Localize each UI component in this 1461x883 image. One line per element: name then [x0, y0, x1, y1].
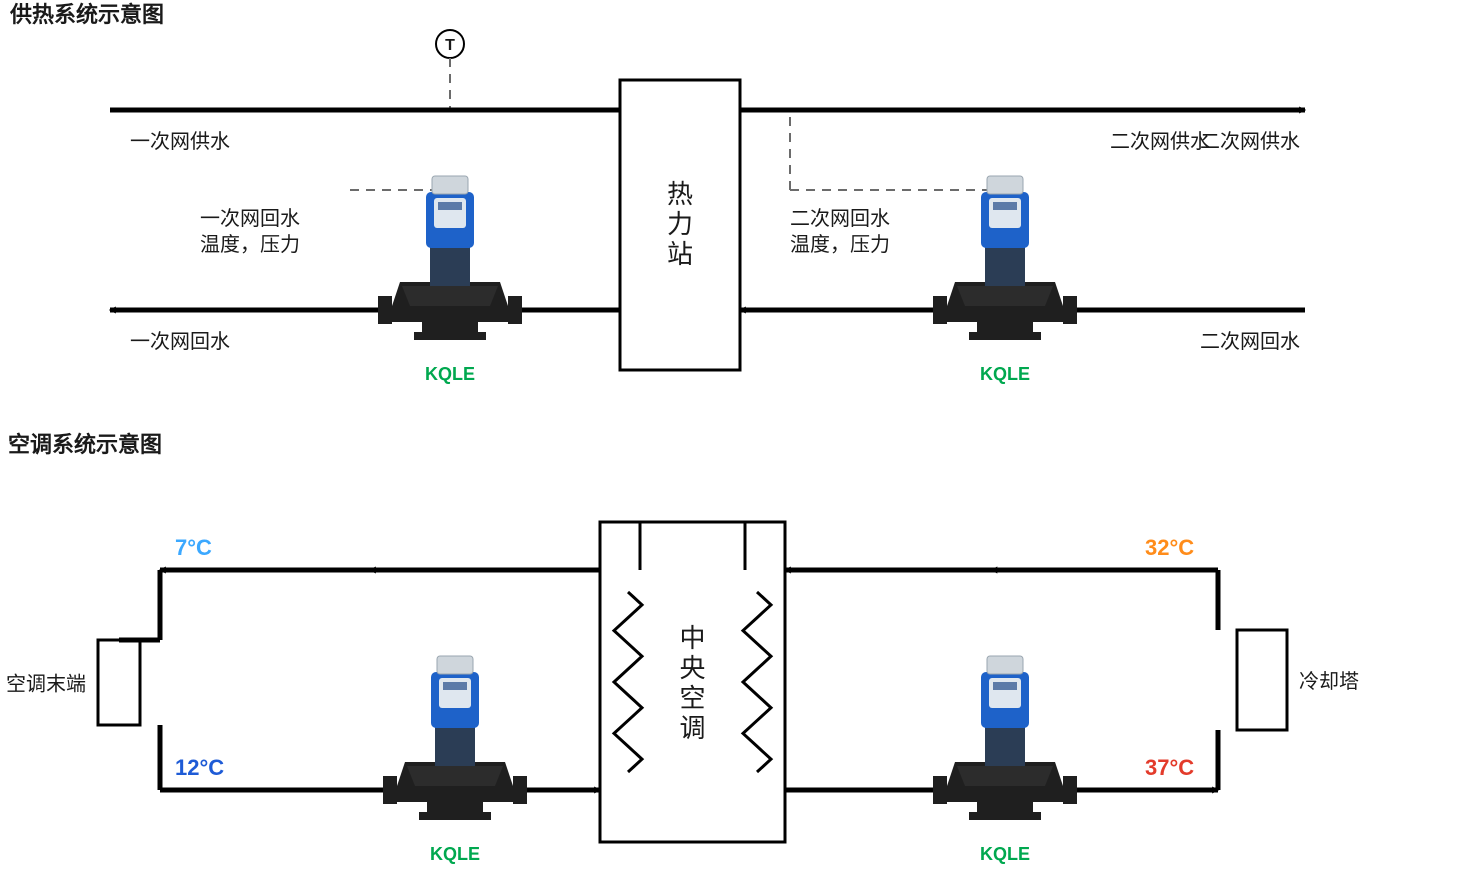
pump-icon: [383, 656, 527, 820]
label-primary-supply: 一次网供水: [130, 130, 230, 153]
temp-label: 32°C: [1145, 535, 1194, 560]
temp-label: 7°C: [175, 535, 212, 560]
hvac-title: 空调系统示意图: [8, 432, 162, 457]
hvac-left-terminal-label: 空调末端: [6, 673, 86, 696]
pump-icon: [933, 656, 1077, 820]
coil-icon: [614, 592, 642, 772]
hvac-right-terminal-label: 冷却塔: [1299, 670, 1359, 693]
pump-label-hvac-1: KQLE: [980, 844, 1030, 864]
sensor-letter: T: [445, 37, 455, 54]
svg-text:力: 力: [667, 209, 693, 239]
hvac-left-terminal-box: [98, 640, 140, 725]
pump-label-hvac-0: KQLE: [430, 844, 480, 864]
svg-text:空: 空: [679, 683, 705, 713]
pump-label-heating-0: KQLE: [425, 364, 475, 384]
svg-text:中: 中: [679, 623, 705, 653]
label-secondary-return: 二次网回水: [1200, 330, 1300, 353]
label-primary-return: 一次网回水: [130, 330, 230, 353]
svg-text:热: 热: [667, 179, 693, 209]
pump-label-heating-1: KQLE: [980, 364, 1030, 384]
heating-title: 供热系统示意图: [9, 2, 164, 27]
temp-label: 12°C: [175, 755, 224, 780]
note-primary-return: 一次网回水温度，压力: [200, 207, 300, 256]
svg-text:央: 央: [679, 653, 705, 683]
pump-icon: [933, 176, 1077, 340]
note-secondary-return: 二次网回水温度，压力: [790, 207, 890, 256]
label-secondary-supply: 二次网供水: [1110, 130, 1210, 153]
label-secondary-supply-2: 二次网供水: [1200, 130, 1300, 153]
pump-icon: [378, 176, 522, 340]
svg-text:站: 站: [667, 239, 693, 269]
hvac-right-terminal-box: [1237, 630, 1287, 730]
temp-label: 37°C: [1145, 755, 1194, 780]
coil-icon: [743, 592, 771, 772]
svg-text:调: 调: [679, 713, 705, 743]
